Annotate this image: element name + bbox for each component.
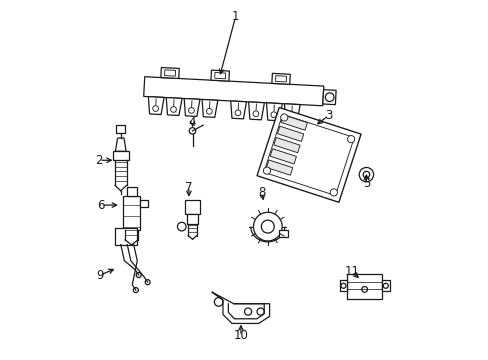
Bar — [381, 280, 389, 291]
Circle shape — [280, 114, 287, 121]
Circle shape — [189, 128, 195, 134]
Text: 9: 9 — [97, 269, 104, 282]
Polygon shape — [202, 99, 217, 117]
Bar — [278, 230, 287, 237]
Circle shape — [206, 108, 212, 114]
Circle shape — [359, 167, 373, 182]
Circle shape — [363, 171, 369, 178]
Text: 5: 5 — [362, 177, 369, 190]
Bar — [186, 214, 198, 224]
Bar — [126, 187, 136, 196]
Circle shape — [270, 112, 276, 118]
Bar — [113, 151, 128, 160]
Circle shape — [214, 298, 223, 306]
Circle shape — [152, 105, 158, 111]
Circle shape — [177, 222, 185, 231]
Text: 7: 7 — [185, 181, 192, 194]
Text: 11: 11 — [344, 265, 359, 278]
Bar — [322, 90, 335, 105]
Bar — [277, 126, 303, 141]
Bar — [269, 149, 296, 164]
Bar — [346, 274, 381, 300]
Circle shape — [252, 111, 258, 117]
Text: 2: 2 — [95, 154, 103, 167]
Text: 1: 1 — [231, 10, 239, 23]
Circle shape — [257, 308, 264, 315]
Circle shape — [361, 287, 367, 292]
Bar — [214, 72, 225, 79]
Circle shape — [263, 167, 270, 174]
Circle shape — [253, 212, 282, 241]
Polygon shape — [115, 138, 126, 151]
Polygon shape — [166, 98, 182, 116]
Bar — [115, 228, 137, 244]
Bar — [185, 201, 199, 214]
Bar — [210, 70, 229, 81]
Circle shape — [145, 280, 150, 285]
Bar — [273, 138, 300, 153]
Circle shape — [347, 136, 354, 143]
Bar — [339, 280, 346, 291]
Bar — [122, 196, 140, 230]
Polygon shape — [230, 101, 246, 119]
Bar — [266, 160, 292, 175]
Circle shape — [288, 113, 294, 118]
Circle shape — [329, 189, 337, 196]
Polygon shape — [184, 99, 200, 116]
Circle shape — [170, 107, 176, 112]
Bar — [164, 70, 175, 76]
Bar — [161, 68, 179, 78]
Circle shape — [188, 108, 194, 113]
Bar — [143, 77, 323, 106]
Text: 10: 10 — [233, 329, 248, 342]
Circle shape — [136, 273, 141, 278]
Bar — [271, 73, 290, 84]
Text: 6: 6 — [97, 199, 104, 212]
Circle shape — [383, 283, 387, 288]
Text: 3: 3 — [325, 109, 332, 122]
Text: 8: 8 — [258, 186, 265, 199]
Polygon shape — [284, 104, 300, 122]
Polygon shape — [248, 102, 264, 120]
Circle shape — [133, 288, 138, 293]
Circle shape — [261, 220, 274, 233]
Polygon shape — [266, 103, 282, 121]
Circle shape — [235, 110, 241, 116]
Circle shape — [325, 93, 333, 102]
Circle shape — [244, 308, 251, 315]
Bar — [116, 126, 125, 134]
Circle shape — [340, 283, 346, 288]
Bar — [140, 201, 148, 207]
Bar — [275, 76, 286, 82]
Polygon shape — [148, 96, 164, 114]
Text: 4: 4 — [188, 116, 196, 129]
Bar — [257, 108, 360, 202]
Bar — [264, 114, 354, 195]
Bar — [281, 115, 307, 130]
